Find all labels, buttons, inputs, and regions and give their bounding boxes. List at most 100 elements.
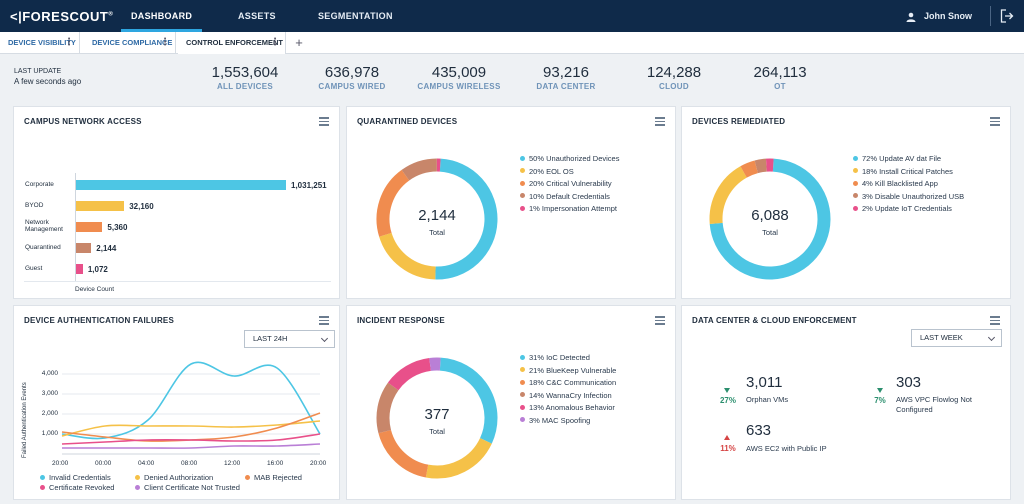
donut-slice[interactable] [435,158,498,280]
nav-dashboard[interactable]: DASHBOARD [120,0,203,32]
metric-label: Orphan VMs [746,395,789,404]
stat-label: CAMPUS WIRELESS [417,82,501,91]
logout-icon[interactable] [1000,9,1014,23]
bar[interactable] [76,264,83,274]
stat-data-center[interactable]: 93,216 DATA CENTER [526,64,606,91]
legend-item[interactable]: 18% C&C Communication [520,377,616,390]
panel-menu-icon[interactable] [990,316,1000,325]
legend-item[interactable]: 4% Kill Blacklisted App [853,178,964,191]
panel-menu-icon[interactable] [990,117,1000,126]
trend-down-icon [724,388,730,393]
y-tick-label: 3,000 [41,390,58,397]
legend-item[interactable]: Client Certificate Not Trusted [135,483,240,493]
legend-label: 4% Kill Blacklisted App [862,179,938,189]
bar[interactable] [76,222,103,232]
last-update-value: A few seconds ago [14,77,82,86]
panel-menu-icon[interactable] [319,316,329,325]
donut-slice[interactable] [378,429,429,478]
legend-item[interactable]: 13% Anomalous Behavior [520,402,616,415]
donut-slice[interactable] [401,158,438,181]
legend-item[interactable]: 20% EOL OS [520,166,619,179]
legend-label: 21% BlueKeep Vulnerable [529,365,617,375]
stat-label: OT [774,82,786,91]
stat-campus-wired[interactable]: 636,978 CAMPUS WIRED [312,64,392,91]
tab-device-visibility[interactable]: DEVICE VISIBILITY ⋮ [0,32,80,54]
legend-item[interactable]: 18% Install Critical Patches [853,166,964,179]
series-line[interactable] [62,443,321,449]
panel-menu-icon[interactable] [655,316,665,325]
panel-menu-icon[interactable] [655,117,665,126]
legend-label: Denied Authorization [144,473,214,482]
legend-item[interactable]: Certificate Revoked [40,483,114,493]
donut-total-label: Total [762,228,778,237]
legend-item[interactable]: 14% WannaCry Infection [520,390,616,403]
legend-item[interactable]: 31% IoC Detected [520,352,616,365]
bar[interactable] [76,243,92,253]
x-tick-label: 20:00 [310,460,327,467]
donut-slice[interactable] [376,169,410,237]
stat-ot[interactable]: 264,113 OT [740,64,820,91]
donut-center: 6,088 Total [720,207,820,237]
legend-item[interactable]: MAB Rejected [245,473,302,483]
stat-campus-wireless[interactable]: 435,009 CAMPUS WIRELESS [414,64,504,91]
legend-label: Certificate Revoked [49,483,115,492]
donut-slice[interactable] [376,382,399,434]
x-tick-label: 04:00 [138,460,155,467]
kebab-icon[interactable]: ⋮ [270,37,280,48]
donut-slice[interactable] [754,158,767,174]
legend-item[interactable]: 50% Unauthorized Devices [520,153,619,166]
donut-slice[interactable] [425,437,492,479]
tab-control-enforcement[interactable]: CONTROL ENFORCEMENT ⋮ [178,32,286,54]
stat-value: 93,216 [543,64,589,81]
legend-item[interactable]: 2% Update IoT Credentials [853,203,964,216]
legend-item[interactable]: Denied Authorization [135,473,213,483]
legend-item[interactable]: 1% Impersonation Attempt [520,203,619,216]
legend-swatch [520,180,525,186]
add-tab-button[interactable]: + [295,35,303,50]
bar-value-label: 2,144 [96,244,117,253]
legend: 50% Unauthorized Devices 20% EOL OS 20% Cr… [520,153,619,216]
donut-slice[interactable] [379,232,436,280]
donut-slice[interactable] [387,357,432,391]
legend-item[interactable]: 10% Default Credentials [520,191,619,204]
legend-item[interactable]: Invalid Credentials [40,473,111,483]
user-menu[interactable]: John Snow [906,0,972,32]
legend-item[interactable]: 20% Critical Vulnerability [520,178,619,191]
select-value: LAST WEEK [920,333,963,342]
stat-all-devices[interactable]: 1,553,604 ALL DEVICES [205,64,285,91]
legend-item[interactable]: 21% BlueKeep Vulnerable [520,365,616,378]
legend-swatch [135,484,140,490]
legend-label: MAB Rejected [254,473,302,482]
donut-slice[interactable] [439,357,498,444]
legend-item[interactable]: 3% MAC Spoofing [520,415,616,428]
nav-segmentation[interactable]: SEGMENTATION [318,11,393,21]
legend-swatch [520,354,525,360]
kebab-icon[interactable]: ⋮ [64,37,74,48]
stat-cloud[interactable]: 124,288 CLOUD [634,64,714,91]
donut-slice[interactable] [740,160,759,178]
nav-assets[interactable]: ASSETS [238,11,276,21]
panel-device-authentication-failures: DEVICE AUTHENTICATION FAILURES LAST 24H … [13,305,340,500]
panel-title: INCIDENT RESPONSE [357,316,445,325]
donut-slice[interactable] [709,166,748,224]
bar-axis-title: Device Count [75,286,115,293]
bar[interactable] [76,201,125,211]
legend-label: 2% Update IoT Credentials [862,204,952,214]
legend-item[interactable]: 3% Disable Unauthorized USB [853,191,964,204]
series-line[interactable] [61,361,321,440]
time-range-select[interactable]: LAST 24H [244,330,335,348]
series-line[interactable] [61,420,321,437]
time-range-select[interactable]: LAST WEEK [911,329,1002,347]
brand-logo[interactable]: <|FORESCOUT® [10,9,114,24]
bar-category-label: Network Management [25,219,63,233]
donut-slice[interactable] [709,158,831,280]
bar[interactable] [76,180,286,190]
donut-chart [376,357,498,479]
series-line[interactable] [61,433,321,445]
kebab-icon[interactable]: ⋮ [160,37,170,48]
panel-menu-icon[interactable] [319,117,329,126]
tab-label: DEVICE COMPLIANCE [92,38,173,47]
legend-item[interactable]: 72% Update AV dat File [853,153,964,166]
metric-label: AWS VPC Flowlog Not Configured [896,395,972,414]
tab-device-compliance[interactable]: DEVICE COMPLIANCE ⋮ [84,32,176,54]
